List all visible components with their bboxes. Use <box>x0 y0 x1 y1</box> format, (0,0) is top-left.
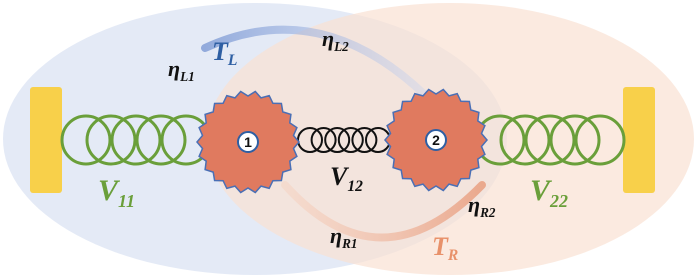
label-sub: 12 <box>347 178 363 195</box>
label-sub: L <box>227 52 238 69</box>
label-sub: 22 <box>549 191 568 211</box>
label-main: η <box>468 192 480 217</box>
label-sub: R1 <box>341 236 357 251</box>
label-main: T <box>432 232 449 261</box>
label-sub: 11 <box>118 191 135 211</box>
left-wall <box>30 87 62 193</box>
label-sub: L2 <box>333 39 349 54</box>
label-main: T <box>212 37 229 66</box>
diagram: 12 TL ηL1 ηL2 V11 V12 V22 ηR1 ηR2 TR <box>0 0 696 278</box>
node-label: 2 <box>432 132 440 148</box>
label-sub: R <box>447 247 458 264</box>
right-wall <box>623 87 655 193</box>
node-label: 1 <box>244 134 252 150</box>
label-sub: R2 <box>479 205 496 220</box>
label-sub: L1 <box>179 69 195 84</box>
label-main: η <box>168 56 180 81</box>
label-main: η <box>330 223 342 248</box>
label-main: η <box>322 26 334 51</box>
